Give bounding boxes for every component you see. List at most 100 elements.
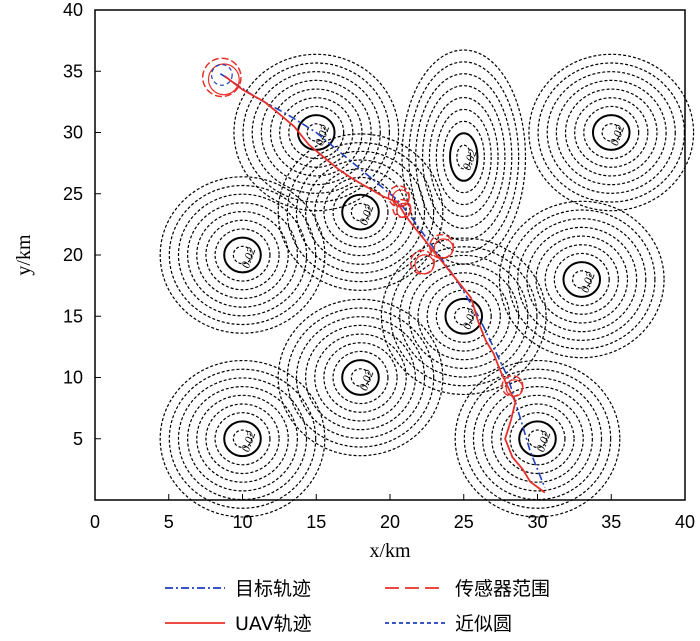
contour-lines <box>159 49 695 518</box>
contour-ring <box>454 359 621 518</box>
contour-ring <box>269 88 363 177</box>
x-tick-label: 0 <box>90 512 100 532</box>
contour-ring <box>435 108 492 206</box>
contour-ring <box>232 245 253 265</box>
contour-label: 0.02 <box>238 246 258 271</box>
sensor-range-circle <box>391 189 410 208</box>
contour-ring <box>196 394 289 483</box>
contour-ring <box>277 133 444 291</box>
y-axis-label: y/km <box>13 234 35 276</box>
plot-frame <box>94 9 686 501</box>
contour-ring <box>408 61 520 253</box>
contour-label: 0.02 <box>533 429 553 454</box>
contour-ring <box>314 333 407 422</box>
contour-ring <box>591 114 631 151</box>
contour-ring <box>583 105 640 160</box>
contour-label: 0.02 <box>459 307 479 332</box>
contour-labels: 0.02 0.02 0.02 0.02 0.02 0.02 0.02 0.02 0.02 0.02 <box>238 123 627 454</box>
contour-ring <box>509 412 566 466</box>
contour-ring <box>260 79 372 186</box>
contour-ring <box>159 359 326 518</box>
contour-ring <box>518 420 557 458</box>
contour-ring <box>196 210 289 300</box>
x-tick-label: 35 <box>601 512 621 532</box>
contour-ring <box>332 350 389 405</box>
contour-ring <box>306 123 326 142</box>
contour-ring <box>332 185 389 239</box>
contour-ring <box>500 403 575 475</box>
contour-ring <box>223 236 262 274</box>
contour-ring <box>544 244 619 315</box>
x-tick-label: 30 <box>527 512 547 532</box>
contour-ring <box>454 306 474 326</box>
contour-ring <box>444 297 484 335</box>
contour-ring <box>421 85 506 229</box>
y-tick-label: 10 <box>63 368 83 388</box>
contour-ring <box>341 193 380 231</box>
contour-ring <box>546 71 676 194</box>
contour-ring <box>435 289 492 343</box>
target-trajectory-line <box>219 73 546 489</box>
sensor-range-circle <box>414 254 435 275</box>
contour-ring <box>350 368 371 387</box>
contour-ring <box>305 324 416 431</box>
contour-ring <box>223 420 262 458</box>
contour-ring <box>555 79 667 186</box>
x-tick-label: 10 <box>232 512 252 532</box>
contour-ring <box>482 386 593 492</box>
axis-ticks: 0 5 10 15 20 25 30 35 40 5 10 15 20 25 30 35 40 <box>63 0 695 532</box>
contour-ring <box>341 359 380 396</box>
contour-label: 0.02 <box>238 429 258 454</box>
contour-ring <box>449 132 479 182</box>
contour-ring <box>380 237 547 396</box>
contour-ring <box>168 184 317 326</box>
contour-ring <box>527 429 548 449</box>
contour-ring <box>517 218 647 341</box>
contour-ring <box>601 123 621 142</box>
contour-label: 0.02 <box>356 203 376 228</box>
x-tick-label: 40 <box>675 512 695 532</box>
contour-ring <box>288 105 345 160</box>
contour-ring <box>251 71 381 194</box>
x-tick-label: 15 <box>306 512 326 532</box>
contour-ring <box>562 261 602 298</box>
contour-ring <box>408 263 520 369</box>
contour-ring <box>401 49 527 265</box>
contour-ring <box>350 202 371 222</box>
contour-label: 0.02 <box>356 368 376 393</box>
x-tick-label: 20 <box>380 512 400 532</box>
contour-ring <box>214 228 271 282</box>
contour-label: 0.02 <box>312 123 332 148</box>
contour-ring <box>456 144 472 170</box>
sensor-range-circle <box>201 57 242 98</box>
contour-ring <box>232 429 253 449</box>
contour-ring <box>528 53 695 212</box>
contour-ring <box>415 73 513 241</box>
sensor-range-circle <box>505 379 524 397</box>
contour-ring <box>286 307 435 448</box>
contour-ring <box>498 200 665 359</box>
contour-ring <box>553 252 610 307</box>
contour-ring <box>572 270 592 289</box>
legend-label: 传感器范围 <box>455 578 550 600</box>
contour-ring <box>159 176 326 334</box>
contour-ring <box>279 97 354 168</box>
contour-ring <box>177 193 308 317</box>
contour-ring <box>205 219 280 291</box>
contour-ring <box>574 97 649 168</box>
contour-ring <box>305 159 416 265</box>
contour-label: 0.02 <box>607 123 627 148</box>
contour-ring <box>399 254 529 378</box>
legend-label: 近似圆 <box>455 613 512 635</box>
contour-ring <box>205 403 280 475</box>
contour-ring <box>295 316 426 439</box>
contour-ring <box>463 368 612 509</box>
contour-ring <box>286 142 435 283</box>
contour-label: 0.02 <box>459 148 479 173</box>
x-tick-label: 25 <box>454 512 474 532</box>
y-tick-label: 25 <box>63 184 83 204</box>
contour-ring <box>187 386 298 492</box>
contour-ring <box>507 209 656 350</box>
contour-ring <box>314 168 407 257</box>
